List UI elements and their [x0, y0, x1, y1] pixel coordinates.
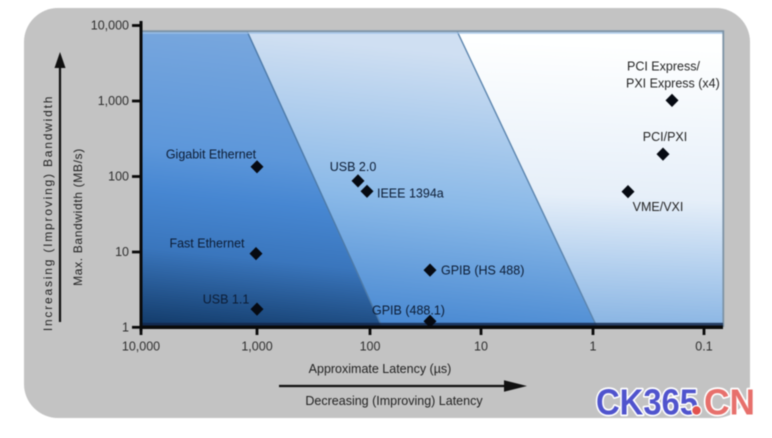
svg-text:1,000: 1,000 — [241, 340, 272, 354]
svg-text:Gigabit Ethernet: Gigabit Ethernet — [166, 148, 257, 162]
svg-text:USB 2.0: USB 2.0 — [330, 160, 377, 174]
svg-text:Max. Bandwidth (MB/s): Max. Bandwidth (MB/s) — [71, 148, 85, 286]
svg-text:GPIB (488.1): GPIB (488.1) — [372, 304, 445, 318]
svg-text:10: 10 — [115, 245, 129, 259]
svg-text:10,000: 10,000 — [91, 19, 129, 33]
svg-text:PCI/PXI: PCI/PXI — [643, 130, 687, 144]
svg-text:Fast Ethernet: Fast Ethernet — [169, 237, 245, 251]
svg-text:PCI Express/: PCI Express/ — [627, 60, 700, 74]
svg-text:CN: CN — [704, 382, 755, 423]
svg-text:1,000: 1,000 — [98, 94, 129, 108]
svg-text:1: 1 — [122, 320, 129, 334]
svg-text:Approximate Latency (µs): Approximate Latency (µs) — [309, 362, 452, 376]
svg-text:USB 1.1: USB 1.1 — [203, 293, 250, 307]
svg-text:PXI Express (x4): PXI Express (x4) — [626, 77, 720, 91]
svg-text:10,000: 10,000 — [122, 340, 160, 354]
svg-text:Decreasing (Improving) Latency: Decreasing (Improving) Latency — [305, 394, 483, 408]
svg-text:0.1: 0.1 — [695, 340, 712, 354]
svg-text:GPIB (HS 488): GPIB (HS 488) — [441, 264, 524, 278]
svg-text:IEEE 1394a: IEEE 1394a — [377, 187, 444, 201]
svg-text:10: 10 — [474, 340, 488, 354]
svg-text:100: 100 — [360, 340, 381, 354]
svg-text:Increasing (Improving) Bandwid: Increasing (Improving) Bandwidth — [41, 95, 55, 331]
svg-text:VME/VXI: VME/VXI — [633, 200, 684, 214]
svg-text:CK365: CK365 — [596, 382, 698, 423]
svg-text:100: 100 — [108, 170, 129, 184]
svg-text:1: 1 — [590, 340, 597, 354]
